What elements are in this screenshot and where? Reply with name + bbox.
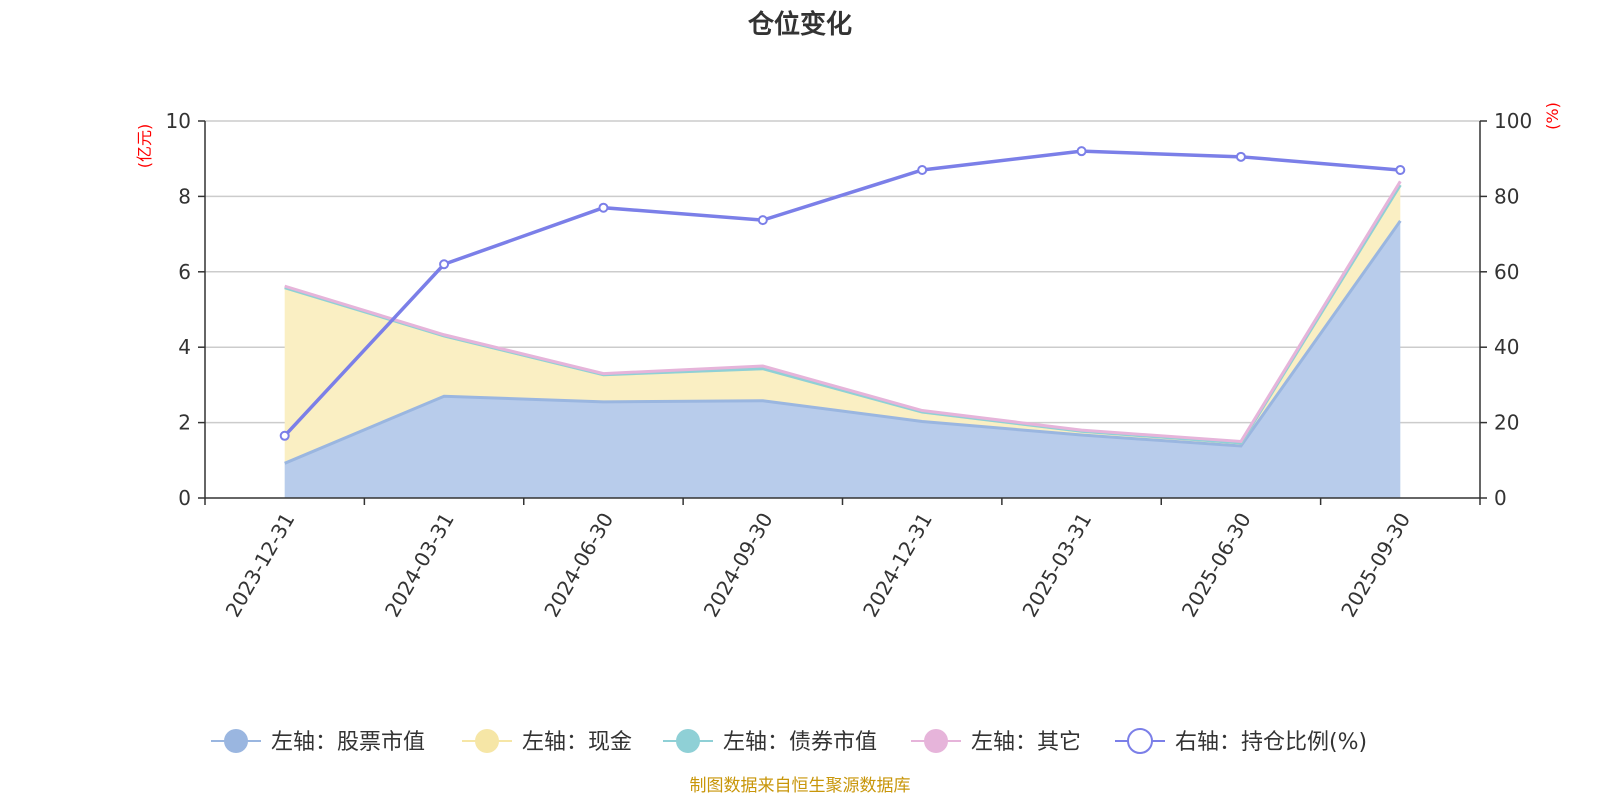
area-fill-0 [284,220,1401,498]
ratio-point-5 [1076,146,1087,157]
ratio-line-path [283,149,1401,437]
area-line-0 [284,220,1402,465]
legend-label-0[interactable]: 左轴：股票市值 [271,730,425,755]
right-tick-label-0: 0 [1494,486,1507,510]
legend-label-1[interactable]: 左轴：现金 [522,730,632,755]
ratio-point-2 [598,202,609,213]
legend-label-2[interactable]: 左轴：债券市值 [723,730,877,755]
left-tick-label-4: 8 [178,184,191,208]
ratio-point-4 [917,165,928,176]
chart-title: 仓位变化 [747,9,852,40]
legend-marker-3 [924,729,948,753]
x-tick-label-5: 2025-03-31 [1017,509,1096,622]
source-note: 制图数据来自恒生聚源数据库 [690,776,911,796]
right-axis-unit: (%) [1543,102,1562,130]
right-tick-label-5: 100 [1494,109,1532,133]
area-line-3 [284,180,1402,444]
legend-marker-2 [676,729,700,753]
left-tick-label-2: 4 [178,335,191,359]
holding-ratio-series [279,146,1406,441]
legend-marker-4 [1127,728,1153,754]
right-tick-label-1: 20 [1494,411,1519,435]
ratio-point-3 [757,215,768,226]
legend: 左轴：股票市值 左轴：现金 左轴：债券市值 左轴：其它 右轴：持仓比例(%) [211,728,1367,755]
ratio-point-6 [1235,151,1246,162]
legend-label-3[interactable]: 左轴：其它 [971,730,1081,755]
x-tick-label-2: 2024-06-30 [539,509,618,622]
left-tick-label-3: 6 [178,260,191,284]
left-tick-label-5: 10 [166,109,191,133]
left-tick-label-0: 0 [178,486,191,510]
x-tick-label-0: 2023-12-31 [221,509,300,622]
legend-marker-1 [475,729,499,753]
x-tick-label-7: 2025-09-30 [1336,509,1415,622]
x-tick-label-3: 2024-09-30 [699,509,778,622]
left-tick-label-1: 2 [178,411,191,435]
legend-marker-0 [224,729,248,753]
ratio-point-1 [439,259,450,270]
legend-label-4[interactable]: 右轴：持仓比例(%) [1175,730,1367,755]
right-tick-label-4: 80 [1494,184,1519,208]
ratio-point-7 [1395,165,1406,176]
left-axis-unit: (亿元) [135,124,154,169]
x-tick-label-1: 2024-03-31 [380,509,459,622]
ratio-point-0 [279,430,290,441]
x-tick-label-6: 2025-06-30 [1177,509,1256,622]
right-tick-label-2: 40 [1494,335,1519,359]
right-tick-label-3: 60 [1494,260,1519,284]
area-fill-1 [284,185,1401,464]
x-tick-label-4: 2024-12-31 [858,509,937,622]
stacked-areas [284,180,1402,498]
